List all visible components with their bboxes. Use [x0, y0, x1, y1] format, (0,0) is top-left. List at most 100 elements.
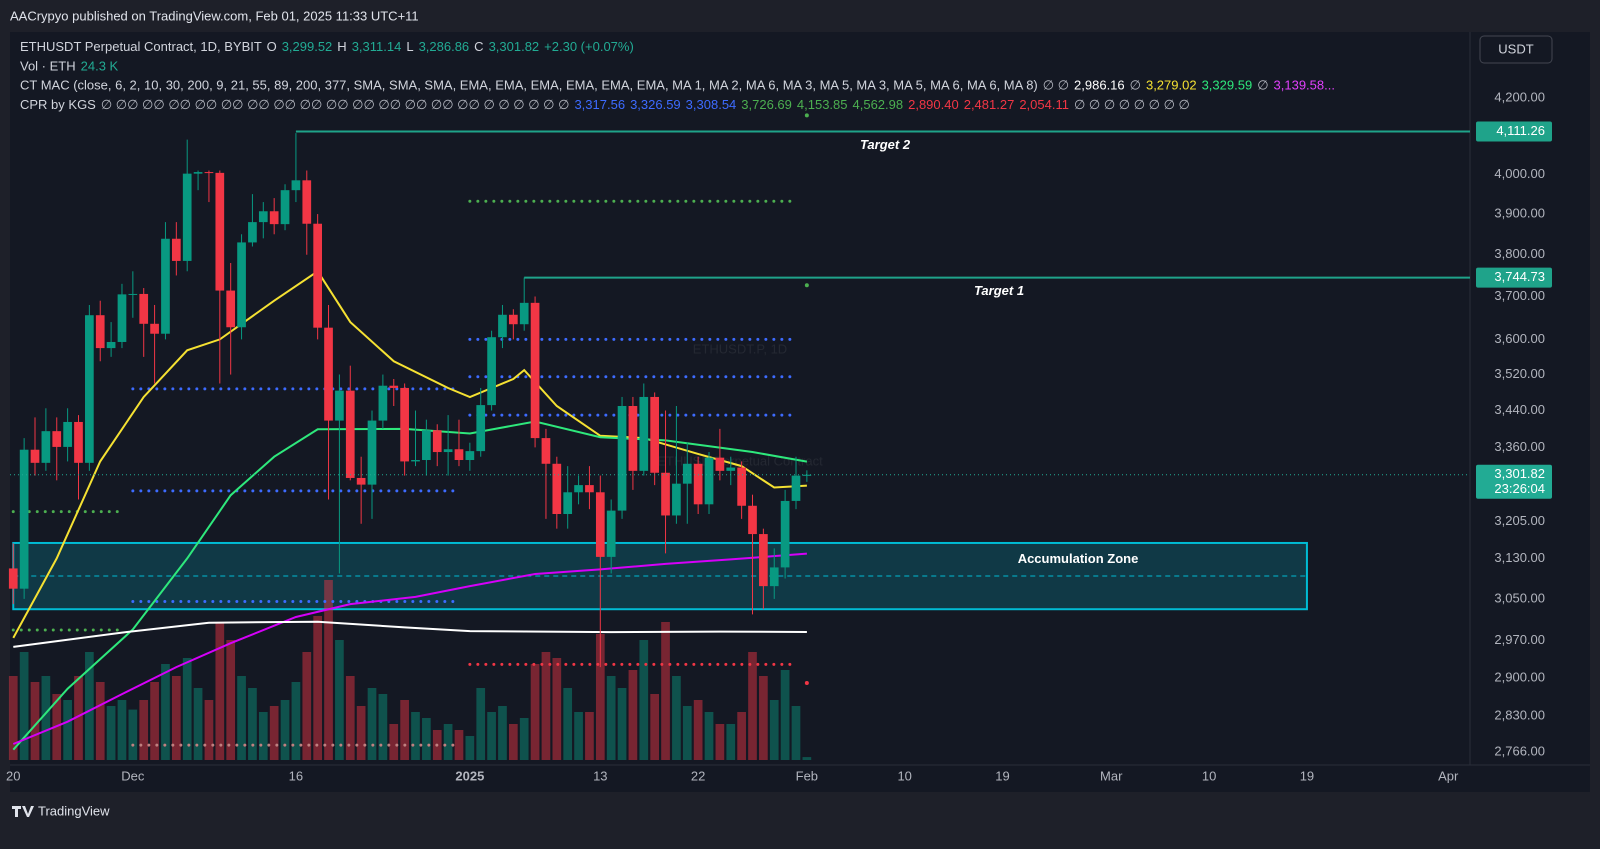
- zone-box: [12, 541, 1308, 611]
- candle-body: [237, 242, 246, 328]
- candle-body: [30, 449, 40, 463]
- volume-bar: [682, 706, 692, 760]
- candle-body: [128, 293, 138, 295]
- volume-bar: [291, 682, 301, 760]
- candle-body: [248, 222, 257, 243]
- candle-body: [617, 405, 627, 511]
- candle-body: [682, 463, 692, 484]
- volume-bar: [106, 706, 116, 760]
- candle-body: [52, 431, 62, 447]
- legend-item: 3,301.82: [489, 39, 540, 54]
- x-tick-label: Mar: [1100, 768, 1123, 783]
- volume-bar: [389, 724, 399, 760]
- volume-bar: [237, 676, 246, 760]
- legend-item: 4,562.98: [853, 97, 904, 112]
- candle-body: [552, 463, 562, 515]
- legend-item: 3,139.58...: [1274, 78, 1335, 93]
- pivot-dot: [804, 283, 809, 288]
- candle-body: [324, 327, 333, 421]
- volume-bar: [737, 712, 746, 760]
- candle-body: [193, 172, 203, 174]
- y-tick-label: 4,200.00: [1494, 89, 1545, 104]
- candle-body: [563, 492, 573, 515]
- volume-bar: [95, 682, 105, 760]
- volume-bar: [258, 712, 268, 760]
- y-tick-label: 3,440.00: [1494, 402, 1545, 417]
- candle-body: [204, 172, 214, 174]
- x-tick-label: Apr: [1438, 768, 1459, 783]
- volume-bar: [313, 616, 323, 760]
- candle-body: [63, 421, 72, 447]
- volume-bar: [563, 688, 573, 760]
- volume-bar: [269, 706, 279, 760]
- candle-body: [519, 302, 529, 325]
- y-tick-label: 4,000.00: [1494, 166, 1545, 181]
- legend-row: CPR by KGS ∅ ∅∅ ∅∅ ∅∅ ∅∅ ∅∅ ∅∅ ∅∅ ∅∅ ∅∅ ∅…: [20, 97, 1190, 112]
- candle-body: [759, 534, 768, 587]
- candle-body: [280, 190, 290, 225]
- candle-body: [171, 238, 181, 261]
- candle-body: [693, 463, 703, 505]
- y-tick-label: 3,205.00: [1494, 513, 1545, 528]
- candle-body: [378, 385, 388, 421]
- volume-bar: [400, 700, 409, 760]
- footer-logo: TradingView: [12, 803, 110, 818]
- volume-bar: [248, 688, 257, 760]
- candle-body: [400, 387, 409, 462]
- candle-body: [411, 460, 420, 462]
- volume-bar: [672, 676, 681, 760]
- x-tick-label: Feb: [796, 768, 818, 783]
- volume-bar: [487, 712, 496, 760]
- legend-item: 3,308.54: [686, 97, 737, 112]
- volume-bar: [302, 652, 312, 760]
- current-price-tag: [1476, 464, 1552, 499]
- volume-bar: [715, 724, 725, 760]
- candle-body: [639, 396, 649, 471]
- volume-bar: [204, 700, 214, 760]
- target-label: Target 1: [974, 283, 1024, 298]
- legend-row: Vol · ETH 24.3 K: [20, 59, 119, 74]
- countdown-label: 23:26:04: [1494, 481, 1545, 496]
- candle-body: [628, 405, 638, 471]
- plot: 4,200.00 4,000.00 3,900.00 3,800.00 3,700.00…: [6, 39, 1552, 783]
- candle-body: [226, 290, 236, 328]
- legend-item: ∅ ∅ ∅ ∅ ∅ ∅ ∅ ∅: [1074, 97, 1190, 112]
- publish-header: AACrypyo published on TradingView.com, F…: [10, 8, 419, 23]
- volume-bar: [356, 706, 366, 760]
- y-tick-label: 3,600.00: [1494, 331, 1545, 346]
- legend-item: 24.3 K: [81, 59, 119, 74]
- volume-bar: [530, 664, 540, 760]
- volume-bar: [769, 700, 779, 760]
- volume-bar: [791, 706, 801, 760]
- x-tick-label: Dec: [121, 768, 145, 783]
- candle-body: [791, 475, 801, 501]
- y-tick-label: 2,766.00: [1494, 743, 1545, 758]
- legend-item: ∅ ∅∅ ∅∅ ∅∅ ∅∅ ∅∅ ∅∅ ∅∅ ∅∅ ∅∅ ∅∅ ∅∅ ∅∅ ∅∅…: [101, 97, 570, 112]
- candle-body: [422, 430, 431, 461]
- candle-body: [356, 477, 366, 485]
- volume-bar: [8, 676, 18, 760]
- candle-body: [454, 449, 464, 461]
- volume-bar: [411, 712, 420, 760]
- volume-bar: [128, 709, 138, 760]
- legend-item: 2,890.40: [908, 97, 959, 112]
- volume-bar: [574, 712, 583, 760]
- y-tick-label: 3,520.00: [1494, 366, 1545, 381]
- legend-item: O: [267, 39, 277, 54]
- candle-body: [595, 492, 605, 557]
- legend-item: 3,311.14: [352, 39, 402, 54]
- legend-item: 3,326.59: [630, 97, 681, 112]
- currency-label[interactable]: USDT: [1498, 41, 1533, 56]
- y-tick-label: 2,830.00: [1494, 708, 1545, 723]
- candle-body: [541, 438, 551, 464]
- volume-bar: [454, 730, 464, 760]
- candle-body: [476, 405, 486, 452]
- candle-body: [606, 510, 616, 557]
- volume-bar: [324, 580, 333, 760]
- volume-bar: [150, 682, 159, 760]
- candle-body: [345, 390, 355, 478]
- currency-button[interactable]: [1479, 35, 1553, 64]
- legend-item: ETHUSDT Perpetual Contract, 1D, BYBIT: [20, 39, 262, 54]
- zone-label: Accumulation Zone: [1018, 551, 1139, 566]
- x-tick-label: 22: [691, 768, 705, 783]
